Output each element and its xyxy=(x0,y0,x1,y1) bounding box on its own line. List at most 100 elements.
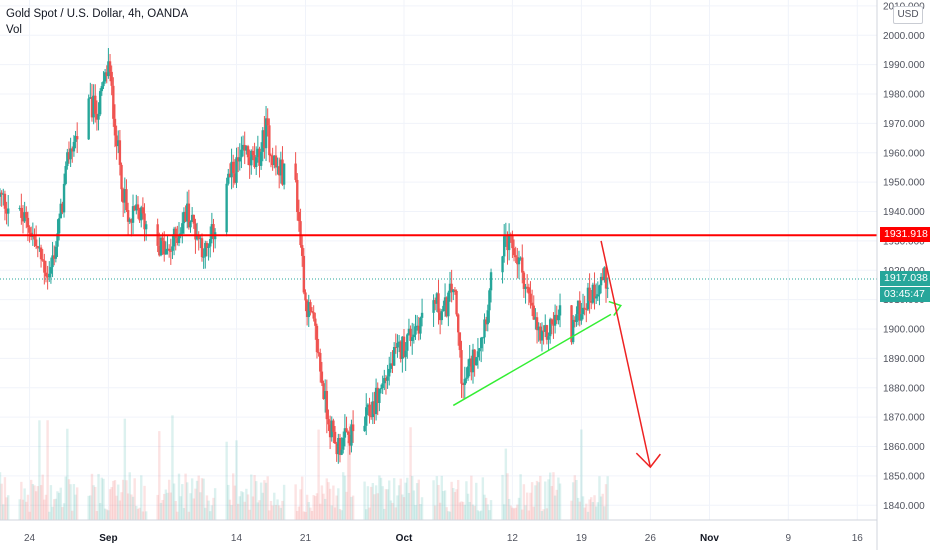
volume-bar xyxy=(71,510,74,520)
volume-bar xyxy=(512,508,516,520)
candle-body xyxy=(277,166,281,176)
candle-body xyxy=(51,255,54,268)
candle-body xyxy=(338,437,342,455)
volume-bar xyxy=(307,502,310,520)
candle-body xyxy=(465,377,468,379)
volume-bar xyxy=(233,485,237,520)
volume-bar xyxy=(335,495,338,520)
volume-bar xyxy=(299,489,302,520)
candle-body xyxy=(34,239,38,247)
currency-button[interactable]: USD xyxy=(893,6,923,24)
x-tick-label: 12 xyxy=(507,533,519,544)
candle-body xyxy=(238,157,241,162)
candle-body xyxy=(294,163,297,180)
volume-bar xyxy=(172,483,176,520)
candle-body xyxy=(266,118,269,126)
volume-bar xyxy=(591,502,595,520)
volume-bar xyxy=(466,493,470,520)
volume-bar xyxy=(404,482,407,520)
volume-bar xyxy=(455,489,458,520)
volume-bar xyxy=(23,488,26,520)
symbol-title[interactable]: Gold Spot / U.S. Dollar, 4h, OANDA xyxy=(6,8,189,20)
volume-bar xyxy=(271,505,274,520)
candle-body xyxy=(189,221,192,228)
candle-body xyxy=(406,334,409,351)
candle-body xyxy=(475,357,478,366)
candle-body xyxy=(44,272,48,277)
candle-body xyxy=(251,150,255,156)
volume-bar xyxy=(402,497,406,520)
volume-bar xyxy=(300,476,304,520)
candle-body xyxy=(345,428,348,432)
drawings[interactable] xyxy=(452,240,661,469)
volume-bar xyxy=(5,497,8,520)
volume-bar xyxy=(192,498,195,520)
volume-bar xyxy=(351,495,355,520)
volume-bar xyxy=(100,477,104,520)
candle-body xyxy=(187,203,191,228)
volume-bar xyxy=(126,493,130,520)
volume-bar xyxy=(62,503,66,520)
volume-bar xyxy=(264,482,268,520)
volume-bar xyxy=(51,506,54,520)
volume-bar xyxy=(542,509,545,520)
y-tick-label: 1880.000 xyxy=(883,383,925,394)
volume-bar xyxy=(30,479,33,520)
last-price-label: 1917.038 xyxy=(880,270,930,286)
candle-body xyxy=(394,347,397,349)
candle-body xyxy=(570,305,573,343)
candle-body xyxy=(171,246,174,251)
volume-bar xyxy=(25,501,28,520)
volume-bar xyxy=(371,483,375,520)
volume-bar xyxy=(604,484,608,520)
volume-bar xyxy=(460,501,463,520)
volume-bar xyxy=(392,478,396,520)
volume-bar xyxy=(338,508,342,520)
volume-bar xyxy=(199,492,202,520)
candle-body xyxy=(580,314,583,321)
candle-body xyxy=(172,228,176,247)
volume-bar xyxy=(158,431,161,520)
candle-body xyxy=(368,404,371,417)
volume-bar xyxy=(340,510,343,520)
volume-bar xyxy=(230,505,233,520)
volume-bar xyxy=(463,504,466,520)
volume-bar xyxy=(507,498,511,520)
candle-body xyxy=(386,376,389,381)
volume-bar xyxy=(379,477,383,520)
volume-bar xyxy=(519,474,522,520)
volume-bar xyxy=(550,486,554,520)
volume-bar xyxy=(250,474,253,520)
volume-bar xyxy=(36,486,39,520)
candle-body xyxy=(583,307,586,309)
volume-bar xyxy=(245,488,248,520)
volume-bar xyxy=(33,485,36,520)
volume-bar xyxy=(320,485,324,520)
candle-body xyxy=(243,144,246,151)
volume-bar xyxy=(107,510,110,520)
volume-bar xyxy=(345,491,348,520)
candle-body xyxy=(540,330,544,341)
volume-bar xyxy=(103,508,107,520)
candle-body xyxy=(227,173,230,184)
candle-body xyxy=(486,310,489,325)
x-tick-label: 16 xyxy=(852,533,864,544)
candle-body xyxy=(135,204,138,211)
candle-body xyxy=(102,81,105,87)
candle-body xyxy=(210,224,214,239)
volume-bar xyxy=(56,491,59,520)
volume-bar xyxy=(282,484,286,520)
candle-body xyxy=(204,242,207,257)
candle-body xyxy=(437,293,440,313)
volume-bar xyxy=(117,484,120,520)
candle-body xyxy=(26,217,30,228)
volume-bar xyxy=(48,511,51,520)
candle-body xyxy=(236,157,240,162)
volume-label[interactable]: Vol xyxy=(6,24,22,36)
volume-bar xyxy=(197,475,200,520)
candle-body xyxy=(255,157,258,168)
x-tick-label: Oct xyxy=(396,533,413,544)
